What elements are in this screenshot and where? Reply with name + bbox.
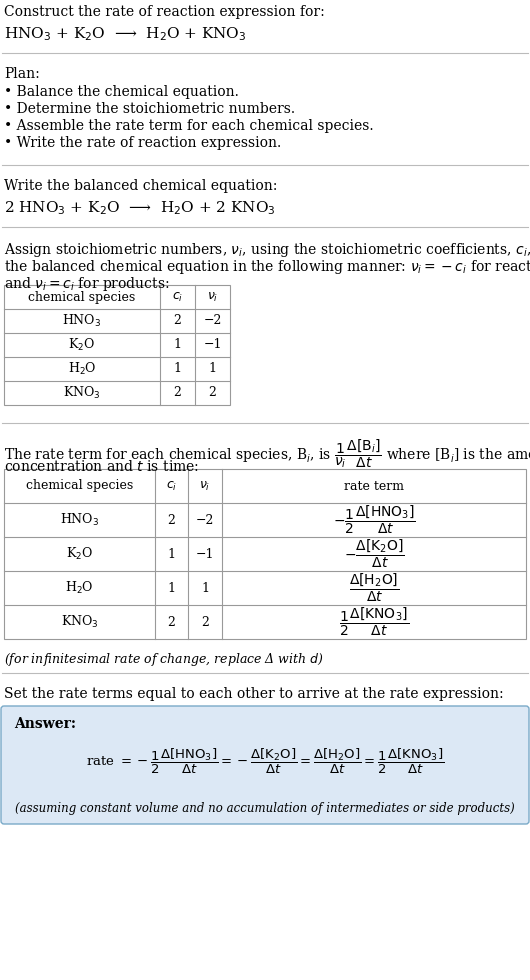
Text: rate term: rate term [344,479,404,493]
Text: Plan:: Plan: [4,67,40,81]
Text: • Balance the chemical equation.: • Balance the chemical equation. [4,85,239,99]
Text: $-\dfrac{1}{2}\dfrac{\Delta[\mathrm{HNO_3}]}{\Delta t}$: $-\dfrac{1}{2}\dfrac{\Delta[\mathrm{HNO_… [332,504,416,536]
Text: K$_2$O: K$_2$O [68,337,95,353]
Text: −2: −2 [196,514,214,526]
Text: • Determine the stoichiometric numbers.: • Determine the stoichiometric numbers. [4,102,295,116]
Text: $c_i$: $c_i$ [166,479,177,493]
FancyBboxPatch shape [1,706,529,824]
Text: the balanced chemical equation in the following manner: $\nu_i = -c_i$ for react: the balanced chemical equation in the fo… [4,258,530,276]
Text: $\dfrac{1}{2}\dfrac{\Delta[\mathrm{KNO_3}]}{\Delta t}$: $\dfrac{1}{2}\dfrac{\Delta[\mathrm{KNO_3… [339,606,409,638]
Text: and $\nu_i = c_i$ for products:: and $\nu_i = c_i$ for products: [4,275,170,293]
Text: Set the rate terms equal to each other to arrive at the rate expression:: Set the rate terms equal to each other t… [4,687,504,701]
Text: 2: 2 [209,386,216,400]
Text: 1: 1 [208,363,216,375]
Text: K$_2$O: K$_2$O [66,546,93,563]
Bar [4,469,526,639]
Text: 2: 2 [201,615,209,628]
Text: $-\dfrac{\Delta[\mathrm{K_2O}]}{\Delta t}$: $-\dfrac{\Delta[\mathrm{K_2O}]}{\Delta t… [343,538,404,570]
Text: 1: 1 [173,363,181,375]
Text: chemical species: chemical species [29,290,136,304]
Text: $\nu_i$: $\nu_i$ [207,290,218,304]
Text: chemical species: chemical species [26,479,133,493]
Bar [4,285,230,405]
Text: rate $= -\dfrac{1}{2}\dfrac{\Delta[\mathrm{HNO_3}]}{\Delta t} = -\dfrac{\Delta[\: rate $= -\dfrac{1}{2}\dfrac{\Delta[\math… [86,747,444,775]
Text: H$_2$O: H$_2$O [68,361,96,377]
Text: 2 HNO$_3$ + K$_2$O  ⟶  H$_2$O + 2 KNO$_3$: 2 HNO$_3$ + K$_2$O ⟶ H$_2$O + 2 KNO$_3$ [4,199,276,217]
Text: 2: 2 [167,615,175,628]
Text: 2: 2 [167,514,175,526]
Text: Answer:: Answer: [14,717,76,731]
Text: 1: 1 [201,581,209,595]
Text: 2: 2 [173,386,181,400]
Text: HNO$_3$: HNO$_3$ [63,313,102,329]
Text: (assuming constant volume and no accumulation of intermediates or side products): (assuming constant volume and no accumul… [15,802,515,814]
Text: KNO$_3$: KNO$_3$ [63,385,101,401]
Text: • Assemble the rate term for each chemical species.: • Assemble the rate term for each chemic… [4,119,374,133]
Text: $\dfrac{\Delta[\mathrm{H_2O}]}{\Delta t}$: $\dfrac{\Delta[\mathrm{H_2O}]}{\Delta t}… [349,571,399,605]
Text: concentration and $t$ is time:: concentration and $t$ is time: [4,459,199,474]
Text: Assign stoichiometric numbers, $\nu_i$, using the stoichiometric coefficients, $: Assign stoichiometric numbers, $\nu_i$, … [4,241,530,259]
Text: Write the balanced chemical equation:: Write the balanced chemical equation: [4,179,277,193]
Text: $\nu_i$: $\nu_i$ [199,479,211,493]
Text: H$_2$O: H$_2$O [65,580,94,596]
Text: HNO$_3$: HNO$_3$ [60,512,99,528]
Text: −1: −1 [203,338,222,352]
Text: The rate term for each chemical species, B$_i$, is $\dfrac{1}{\nu_i}\dfrac{\Delt: The rate term for each chemical species,… [4,437,530,469]
Text: 2: 2 [173,315,181,327]
Text: 1: 1 [173,338,181,352]
Text: $c_i$: $c_i$ [172,290,183,304]
Text: • Write the rate of reaction expression.: • Write the rate of reaction expression. [4,136,281,150]
Text: (for infinitesimal rate of change, replace Δ with $d$): (for infinitesimal rate of change, repla… [4,651,324,668]
Text: 1: 1 [167,581,175,595]
Text: −2: −2 [204,315,222,327]
Text: KNO$_3$: KNO$_3$ [61,613,98,630]
Text: Construct the rate of reaction expression for:: Construct the rate of reaction expressio… [4,5,325,19]
Text: HNO$_3$ + K$_2$O  ⟶  H$_2$O + KNO$_3$: HNO$_3$ + K$_2$O ⟶ H$_2$O + KNO$_3$ [4,25,246,43]
Text: 1: 1 [167,548,175,561]
Text: −1: −1 [196,548,214,561]
